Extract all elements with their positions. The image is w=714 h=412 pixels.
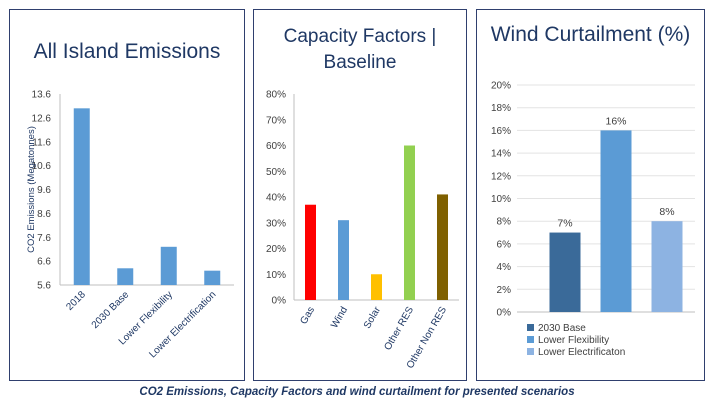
- y-tick-label: 7.6: [37, 233, 51, 244]
- y-tick-label: 70%: [266, 115, 286, 126]
- bar: [160, 246, 177, 285]
- x-tick-label: Other RES: [382, 305, 416, 353]
- data-label: 16%: [605, 115, 626, 127]
- y-tick-label: 0%: [497, 308, 512, 319]
- legend-swatch: [527, 336, 534, 343]
- emissions-chart-panel: All Island Emissions 5.6 6.6 7.6 8.6 9.6 10.6…: [9, 9, 245, 381]
- y-tick-label: 12%: [491, 171, 511, 182]
- curtailment-chart-title: Wind Curtailment (%): [490, 23, 691, 46]
- y-tick-label: 16%: [491, 126, 511, 137]
- y-tick-label: 0%: [272, 296, 287, 307]
- y-tick-label: 6.6: [37, 257, 51, 268]
- bar: [549, 232, 581, 312]
- data-label: 7%: [557, 218, 572, 230]
- x-tick-label: Gas: [298, 305, 317, 326]
- y-tick-label: 13.6: [32, 90, 52, 101]
- legend-label: Lower Electrificaton: [538, 347, 625, 358]
- bar: [117, 268, 134, 285]
- bar: [600, 130, 632, 312]
- y-tick-label: 20%: [266, 244, 286, 255]
- legend-label: Lower Flexibility: [538, 335, 609, 346]
- legend-swatch: [527, 348, 534, 355]
- x-tick-label: 2018: [64, 289, 88, 313]
- y-tick-label: 11.6: [32, 137, 51, 148]
- y-tick-label: 50%: [266, 167, 286, 178]
- y-axis-title: CO2 Emissions (Megatonnes): [26, 126, 37, 253]
- y-tick-label: 8.6: [37, 209, 51, 220]
- curtailment-chart-panel: Wind Curtailment (%) 0% 2% 4% 6% 8% 10% 12% 14%…: [476, 9, 705, 381]
- bar: [204, 270, 221, 285]
- figure-caption: CO2 Emissions, Capacity Factors and wind…: [139, 386, 575, 398]
- y-tick-label: 8%: [497, 217, 512, 228]
- bar: [338, 220, 349, 300]
- capacity-chart: 0% 10% 20% 30% 40% 50% 60% 70% 80% Gas Wind Solar Ot…: [266, 90, 459, 371]
- y-tick-label: 9.6: [37, 185, 51, 196]
- bar: [371, 274, 382, 300]
- capacity-chart-panel: Capacity Factors | Baseline 0% 10% 20% 30% 4…: [253, 9, 467, 381]
- y-tick-label: 60%: [266, 141, 286, 152]
- bar: [305, 204, 316, 300]
- bar: [437, 194, 448, 300]
- y-tick-label: 40%: [266, 193, 286, 204]
- bar: [73, 108, 90, 285]
- emissions-chart-title: All Island Emissions: [33, 40, 221, 63]
- y-tick-label: 20%: [491, 81, 511, 92]
- legend-label: 2030 Base: [538, 323, 586, 334]
- y-tick-label: 4%: [497, 262, 512, 273]
- y-tick-label: 30%: [266, 218, 286, 229]
- x-tick-label: Wind: [329, 305, 350, 330]
- y-tick-label: 14%: [491, 149, 511, 160]
- y-tick-label: 10%: [491, 194, 511, 205]
- emissions-chart: 5.6 6.6 7.6 8.6 9.6 10.6 11.6 12.6 13.6 CO2 Emiss…: [26, 90, 234, 360]
- y-tick-label: 10%: [266, 270, 286, 281]
- bar: [651, 221, 683, 312]
- bar: [404, 145, 415, 300]
- x-tick-label: 2030 Base: [90, 289, 132, 331]
- y-tick-label: 10.6: [32, 161, 52, 172]
- y-tick-label: 2%: [497, 285, 512, 296]
- curtailment-chart: 0% 2% 4% 6% 8% 10% 12% 14% 16% 18% 20% 7% 16% 8% 2030 …: [491, 81, 695, 358]
- data-label: 8%: [659, 206, 674, 218]
- capacity-chart-title: Capacity Factors | Baseline: [283, 26, 437, 73]
- y-tick-label: 6%: [497, 239, 512, 250]
- x-tick-label: Solar: [362, 304, 384, 330]
- legend-swatch: [527, 324, 534, 331]
- y-tick-label: 5.6: [37, 281, 51, 292]
- y-tick-label: 18%: [491, 103, 511, 114]
- y-tick-label: 80%: [266, 90, 286, 101]
- y-tick-label: 12.6: [32, 113, 52, 124]
